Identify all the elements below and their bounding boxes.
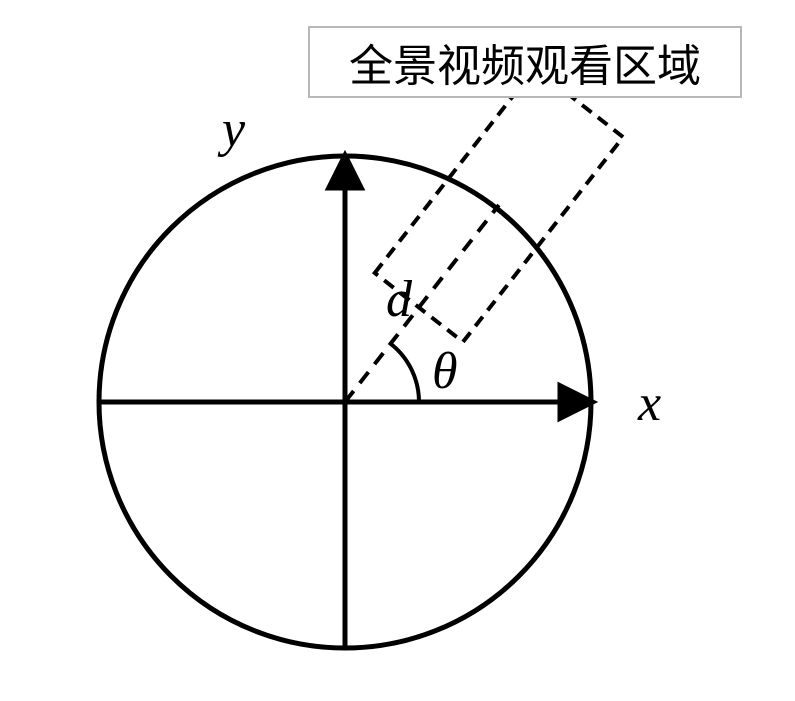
angle-arc [391, 344, 419, 402]
theta-label: θ [432, 343, 458, 400]
diagram-svg: xyθd [0, 0, 795, 701]
legend-text: 全景视频观看区域 [349, 30, 701, 94]
legend-box: 全景视频观看区域 [308, 26, 742, 98]
x-axis-label: x [637, 375, 661, 432]
radius-line [345, 205, 499, 402]
y-axis-label: y [217, 101, 246, 158]
